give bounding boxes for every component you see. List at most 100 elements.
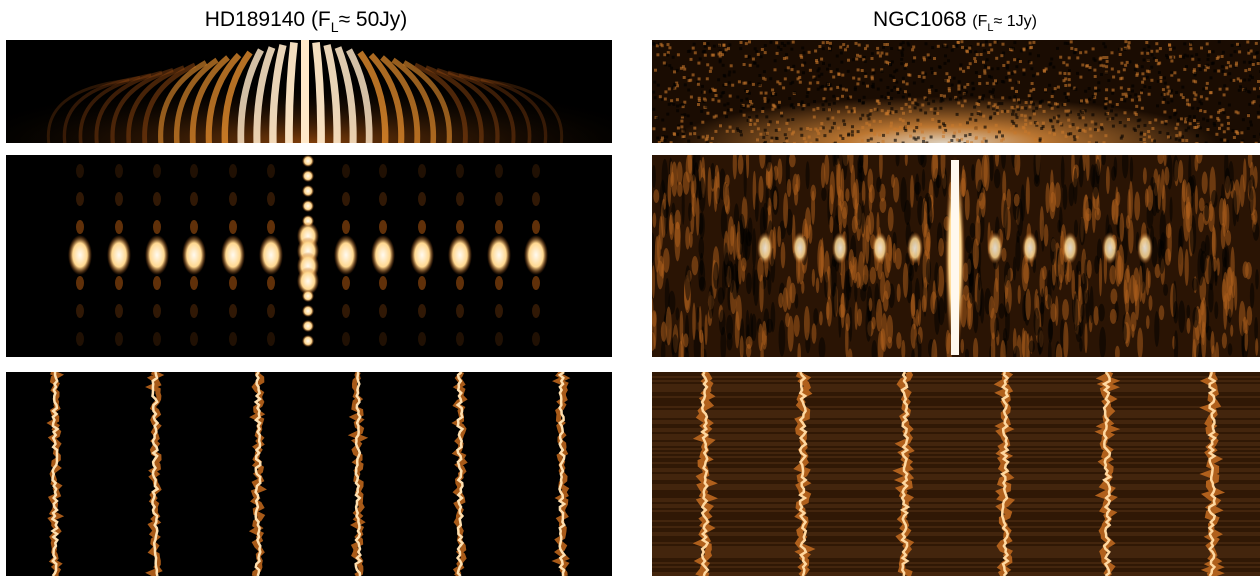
noise-pixel [1181, 85, 1185, 89]
noise-pixel [1193, 71, 1197, 75]
noise-pixel [775, 51, 779, 55]
noise-streak [793, 183, 799, 206]
noise-streak [1196, 343, 1203, 357]
noise-streak [1014, 155, 1021, 176]
noise-pixel [1231, 129, 1235, 133]
noise-streak [777, 158, 783, 185]
side-peak [115, 192, 123, 206]
glow [652, 40, 1260, 143]
noise-pixel [1084, 89, 1088, 93]
noise-pixel [783, 77, 787, 81]
noise-streak [1071, 269, 1075, 301]
central-peak [302, 335, 314, 347]
noise-pixel [960, 137, 964, 141]
noise-pixel [933, 71, 937, 75]
noise-pixel [1218, 87, 1222, 91]
noise-pixel [714, 94, 718, 97]
fringe [402, 60, 452, 143]
noise-pixel [931, 118, 935, 121]
noise-streak [1040, 288, 1045, 327]
noise-pixel [760, 48, 764, 51]
noise-streak [901, 339, 906, 357]
noise-pixel [722, 50, 726, 54]
noise-streak [988, 295, 995, 319]
noise-streak [1246, 305, 1253, 326]
side-peak [115, 332, 123, 346]
noise-pixel [1091, 113, 1095, 117]
noise-streak [675, 307, 680, 321]
noise-pixel [1198, 67, 1202, 71]
noise-pixel [1105, 56, 1109, 59]
noise-pixel [667, 102, 671, 106]
noise-streak [1110, 288, 1118, 305]
noise-pixel [756, 64, 760, 68]
noise-pixel [1023, 114, 1027, 118]
noise-pixel [748, 40, 751, 44]
noise-pixel [978, 95, 982, 99]
noise-pixel [727, 47, 730, 51]
noise-pixel [876, 99, 880, 103]
noise-pixel [943, 79, 947, 83]
noise-pixel [758, 83, 761, 87]
noise-streak [926, 258, 932, 284]
fringe-line [50, 372, 60, 576]
noise-pixel [681, 135, 685, 139]
noise-pixel [1007, 71, 1011, 75]
noise-pixel [705, 136, 709, 140]
noise-streak [1079, 217, 1086, 246]
fringe [46, 78, 130, 143]
noise-pixel [763, 51, 767, 55]
noise-pixel [979, 53, 983, 56]
noise-row [652, 534, 1260, 536]
noise-pixel [853, 86, 857, 90]
noise-pixel [1014, 113, 1018, 117]
noise-streak [1033, 307, 1040, 336]
noise-pixel [1000, 139, 1004, 143]
side-peak [267, 304, 275, 318]
noise-streak [910, 174, 914, 208]
noise-streak [1243, 158, 1247, 193]
noise-pixel [1247, 51, 1251, 55]
side-peak [190, 304, 198, 318]
noise-pixel [1140, 106, 1144, 110]
noise-streak [975, 215, 981, 246]
noise-pixel [704, 105, 708, 109]
noise-pixel [803, 61, 807, 65]
noise-row [652, 420, 1260, 422]
noise-pixel [1024, 118, 1028, 122]
fringe [285, 42, 298, 143]
noise-streak [1178, 246, 1184, 277]
noise-streak [745, 272, 752, 295]
fringe [357, 50, 389, 143]
noise-pixel [718, 60, 722, 64]
side-peak [190, 276, 198, 290]
noise-streak [766, 318, 774, 333]
noise-pixel [791, 40, 795, 44]
noise-pixel [1140, 65, 1144, 69]
noise-streak [660, 321, 667, 342]
noise-pixel [755, 119, 759, 123]
noise-row [652, 562, 1260, 564]
noise-pixel [670, 66, 674, 70]
peak [1137, 232, 1153, 264]
fringe [323, 44, 341, 143]
noise-pixel [1067, 56, 1071, 60]
noise-pixel [1205, 81, 1209, 85]
noise-pixel [983, 125, 987, 129]
noise-pixel [729, 64, 733, 68]
noise-pixel [750, 102, 754, 106]
noise-streak [762, 320, 767, 346]
noise-pixel [717, 78, 721, 82]
noise-pixel [1097, 81, 1101, 85]
noise-pixel [653, 96, 657, 100]
noise-pixel [1030, 67, 1034, 71]
noise-pixel [1170, 59, 1174, 63]
noise-streak [750, 313, 757, 342]
noise-pixel [676, 109, 680, 113]
noise-pixel [1124, 94, 1128, 98]
noise-pixel [652, 42, 656, 46]
noise-pixel [1024, 130, 1027, 134]
noise-pixel [898, 46, 902, 50]
fringe [78, 73, 152, 143]
noise-pixel [1010, 119, 1014, 123]
